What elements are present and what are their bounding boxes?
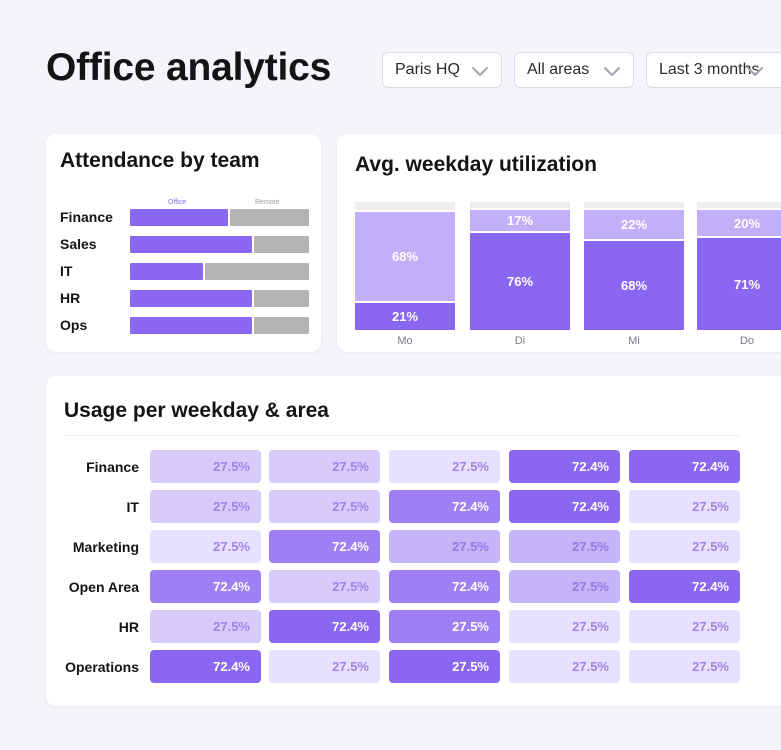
area-select-value: All areas bbox=[527, 61, 590, 78]
heatmap-cell[interactable]: 27.5% bbox=[509, 570, 620, 603]
upper-value-segment: 68% bbox=[355, 212, 455, 301]
utilization-column: 17% 76% bbox=[470, 202, 570, 330]
office-segment bbox=[130, 209, 228, 226]
heatmap-cell[interactable]: 72.4% bbox=[509, 490, 620, 523]
heatmap-cell[interactable]: 72.4% bbox=[509, 450, 620, 483]
area-label: Open Area bbox=[68, 579, 139, 595]
area-label: Finance bbox=[86, 459, 139, 475]
heatmap-cell[interactable]: 27.5% bbox=[150, 610, 261, 643]
heatmap-cell[interactable]: 27.5% bbox=[629, 610, 740, 643]
lower-value-segment: 76% bbox=[470, 233, 570, 330]
utilization-column: 20% 71% bbox=[697, 202, 781, 330]
area-select[interactable]: All areas bbox=[514, 52, 634, 88]
heatmap-cell[interactable]: 27.5% bbox=[269, 650, 380, 683]
upper-value-segment: 22% bbox=[584, 210, 684, 239]
remote-segment bbox=[254, 290, 309, 307]
team-label: Ops bbox=[60, 317, 88, 333]
office-segment bbox=[130, 317, 252, 334]
heatmap-divider bbox=[64, 435, 740, 436]
heatmap-title: Usage per weekday & area bbox=[64, 399, 329, 422]
team-label: HR bbox=[60, 290, 81, 306]
heatmap-cell[interactable]: 27.5% bbox=[150, 490, 261, 523]
heatmap-cell[interactable]: 72.4% bbox=[150, 570, 261, 603]
lower-value-segment: 71% bbox=[697, 238, 781, 330]
attendance-title: Attendance by team bbox=[60, 149, 260, 172]
remote-segment bbox=[254, 236, 309, 253]
heatmap-cell[interactable]: 27.5% bbox=[509, 650, 620, 683]
team-label: IT bbox=[60, 263, 73, 279]
heatmap-cell[interactable]: 72.4% bbox=[269, 530, 380, 563]
unused-segment bbox=[470, 202, 570, 208]
utilization-column: 22% 68% bbox=[584, 202, 684, 330]
chevron-down-icon bbox=[746, 66, 764, 77]
attendance-bar bbox=[130, 209, 309, 226]
office-segment bbox=[130, 263, 203, 280]
chevron-down-icon bbox=[471, 66, 489, 77]
attendance-bar bbox=[130, 236, 309, 253]
heatmap-cell[interactable]: 27.5% bbox=[269, 570, 380, 603]
period-select[interactable]: Last 3 months bbox=[646, 52, 781, 88]
area-label: Marketing bbox=[72, 539, 139, 555]
office-segment bbox=[130, 290, 252, 307]
heatmap-cell[interactable]: 27.5% bbox=[150, 450, 261, 483]
chevron-down-icon bbox=[603, 66, 621, 77]
utilization-title: Avg. weekday utilization bbox=[355, 153, 597, 176]
lower-value-segment: 68% bbox=[584, 241, 684, 330]
day-label: Mi bbox=[628, 335, 640, 347]
area-label: Operations bbox=[65, 659, 139, 675]
team-label: Sales bbox=[60, 236, 97, 252]
heatmap-cell[interactable]: 27.5% bbox=[509, 610, 620, 643]
area-label: IT bbox=[126, 499, 139, 515]
heatmap-cell[interactable]: 72.4% bbox=[629, 450, 740, 483]
unused-segment bbox=[355, 202, 455, 210]
heatmap-cell[interactable]: 27.5% bbox=[389, 450, 500, 483]
area-label: HR bbox=[118, 619, 139, 635]
legend-office: Office bbox=[168, 199, 187, 206]
team-label: Finance bbox=[60, 209, 113, 225]
heatmap-cell[interactable]: 27.5% bbox=[629, 530, 740, 563]
heatmap-cell[interactable]: 27.5% bbox=[509, 530, 620, 563]
heatmap-cell[interactable]: 27.5% bbox=[389, 650, 500, 683]
heatmap-cell[interactable]: 27.5% bbox=[389, 530, 500, 563]
heatmap-cell[interactable]: 27.5% bbox=[389, 610, 500, 643]
attendance-bar bbox=[130, 263, 309, 280]
remote-segment bbox=[205, 263, 309, 280]
heatmap-cell[interactable]: 27.5% bbox=[629, 490, 740, 523]
lower-value-segment: 21% bbox=[355, 303, 455, 330]
heatmap-cell[interactable]: 27.5% bbox=[269, 450, 380, 483]
day-label: Do bbox=[739, 335, 755, 347]
heatmap-cell[interactable]: 27.5% bbox=[629, 650, 740, 683]
unused-segment bbox=[584, 202, 684, 208]
heatmap-cell[interactable]: 72.4% bbox=[389, 490, 500, 523]
office-segment bbox=[130, 236, 252, 253]
attendance-bar bbox=[130, 290, 309, 307]
heatmap-cell[interactable]: 27.5% bbox=[150, 530, 261, 563]
legend-remote: Remote bbox=[255, 199, 280, 206]
day-label: Mo bbox=[397, 335, 413, 347]
heatmap-cell[interactable]: 27.5% bbox=[269, 490, 380, 523]
utilization-column: 68% 21% bbox=[355, 202, 455, 330]
remote-segment bbox=[254, 317, 309, 334]
period-select-value: Last 3 months bbox=[659, 61, 760, 78]
attendance-bar bbox=[130, 317, 309, 334]
location-select[interactable]: Paris HQ bbox=[382, 52, 502, 88]
heatmap-cell[interactable]: 72.4% bbox=[389, 570, 500, 603]
heatmap-cell[interactable]: 72.4% bbox=[150, 650, 261, 683]
day-label: Di bbox=[514, 335, 526, 347]
location-select-value: Paris HQ bbox=[395, 61, 460, 78]
heatmap-cell[interactable]: 72.4% bbox=[269, 610, 380, 643]
upper-value-segment: 20% bbox=[697, 210, 781, 236]
page-title: Office analytics bbox=[46, 46, 332, 89]
heatmap-cell[interactable]: 72.4% bbox=[629, 570, 740, 603]
upper-value-segment: 17% bbox=[470, 209, 570, 232]
unused-segment bbox=[697, 202, 781, 208]
remote-segment bbox=[230, 209, 309, 226]
